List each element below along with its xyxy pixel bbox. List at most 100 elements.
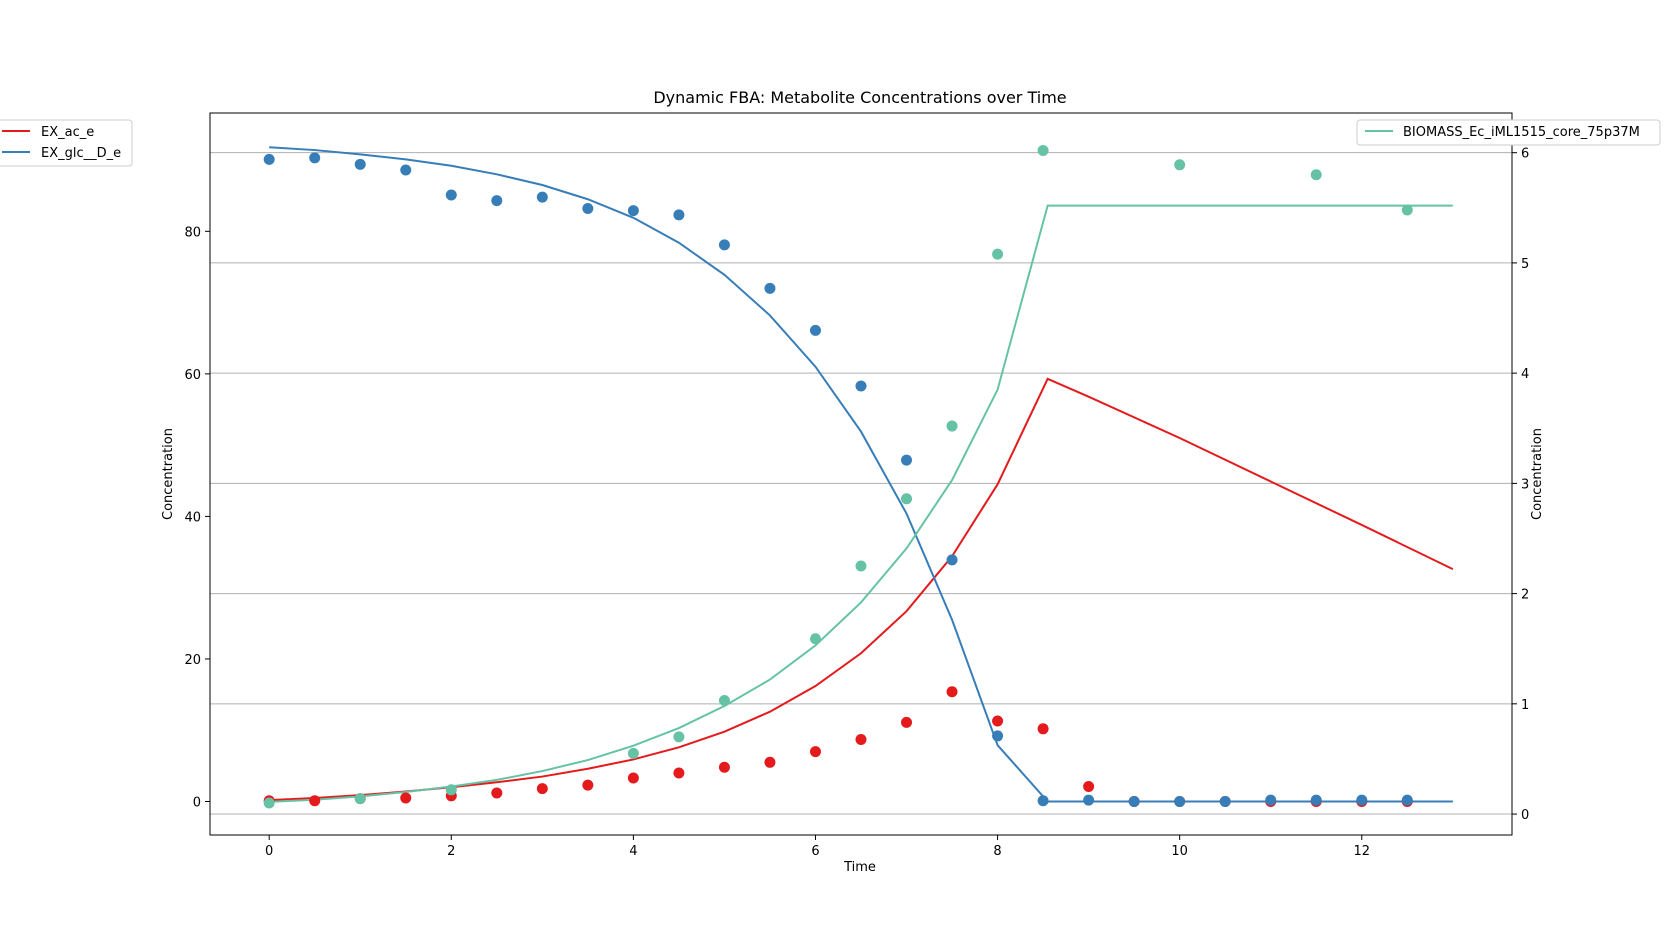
series-line-ex-glc-d-e [269, 146, 1453, 803]
data-point-ex-glc-d-e-17 [1037, 795, 1049, 807]
data-point-ex-ac-e-16 [992, 715, 1004, 727]
data-point-biomass-ec-iml1515-core-75p37m-9 [946, 420, 958, 432]
data-point-biomass-ec-iml1515-core-75p37m-3 [627, 747, 639, 759]
data-point-biomass-ec-iml1515-core-75p37m-14 [1401, 204, 1413, 216]
x-tick-label-4: 8 [993, 844, 1001, 859]
series-layer [263, 144, 1454, 809]
series-points-ex-glc-d-e [263, 152, 1413, 807]
x-axis-label: Time [843, 860, 876, 875]
data-point-biomass-ec-iml1515-core-75p37m-10 [992, 248, 1004, 260]
data-point-ex-glc-d-e-5 [491, 195, 503, 207]
data-point-ex-glc-d-e-6 [536, 191, 548, 203]
data-point-ex-ac-e-14 [901, 716, 913, 728]
data-point-ex-glc-d-e-8 [627, 205, 639, 217]
data-point-biomass-ec-iml1515-core-75p37m-6 [809, 633, 821, 645]
data-point-ex-glc-d-e-10 [718, 239, 730, 251]
legend-left-frame [0, 119, 133, 167]
data-point-ex-glc-d-e-4 [445, 189, 457, 201]
data-point-ex-glc-d-e-20 [1174, 796, 1186, 807]
data-point-ex-glc-d-e-2 [354, 158, 366, 170]
data-point-ex-ac-e-12 [809, 746, 821, 758]
data-point-ex-glc-d-e-14 [901, 454, 913, 466]
y-right-tick-label-1: 1 [1521, 698, 1529, 713]
y-left-axis-ticks: 0 20 40 60 80 [184, 225, 210, 811]
series-ex-glc-d-e [269, 146, 1453, 803]
data-point-ex-glc-d-e-7 [582, 203, 594, 215]
data-point-ex-ac-e-9 [673, 767, 685, 779]
data-point-ex-glc-d-e-23 [1310, 794, 1322, 806]
x-tick-label-6: 12 [1353, 844, 1370, 859]
grid [210, 152, 1512, 815]
data-point-ex-ac-e-3 [400, 792, 412, 804]
data-point-ex-glc-d-e-0 [263, 153, 275, 165]
series-biomass-ec-iml1515-core-75p37m [269, 204, 1453, 803]
data-point-biomass-ec-iml1515-core-75p37m-13 [1310, 169, 1322, 181]
data-point-ex-ac-e-18 [1083, 781, 1095, 793]
data-point-ex-glc-d-e-19 [1128, 796, 1140, 807]
data-point-ex-ac-e-8 [627, 772, 639, 784]
data-point-ex-ac-e-7 [582, 779, 594, 791]
data-point-biomass-ec-iml1515-core-75p37m-4 [673, 731, 685, 743]
data-point-ex-ac-e-15 [946, 686, 958, 698]
y-left-tick-label-2: 40 [184, 510, 201, 525]
legend-right: BIOMASS_Ec_iML1515_core_75p37M [1356, 119, 1661, 146]
data-point-ex-glc-d-e-9 [673, 209, 685, 221]
legend-label-ex-ac-e: EX_ac_e [41, 125, 94, 140]
legend-label-biomass: BIOMASS_Ec_iML1515_core_75p37M [1403, 125, 1640, 140]
y-left-axis-label: Concentration [161, 428, 176, 520]
data-point-ex-ac-e-5 [491, 787, 503, 799]
y-right-tick-label-2: 2 [1521, 588, 1529, 603]
data-point-ex-glc-d-e-18 [1083, 794, 1095, 806]
data-point-ex-ac-e-10 [718, 761, 730, 773]
y-left-tick-label-4: 80 [184, 225, 201, 240]
data-point-biomass-ec-iml1515-core-75p37m-2 [445, 784, 457, 796]
data-point-biomass-ec-iml1515-core-75p37m-0 [263, 797, 275, 809]
y-left-tick-label-1: 20 [184, 653, 201, 668]
data-point-ex-glc-d-e-24 [1356, 794, 1368, 806]
x-tick-label-2: 4 [629, 844, 637, 859]
legend-right-frame [1356, 119, 1661, 146]
y-right-axis-ticks: 0 1 2 3 4 5 6 [1512, 147, 1529, 823]
data-point-biomass-ec-iml1515-core-75p37m-12 [1174, 159, 1186, 171]
y-right-tick-label-6: 6 [1521, 147, 1529, 162]
plot-frame [209, 112, 1513, 836]
data-point-ex-glc-d-e-16 [992, 730, 1004, 742]
x-tick-label-5: 10 [1171, 844, 1188, 859]
legend-label-ex-glc-d-e: EX_glc__D_e [41, 146, 121, 161]
data-point-ex-glc-d-e-1 [309, 152, 321, 164]
y-right-tick-label-4: 4 [1521, 367, 1529, 382]
data-point-ex-ac-e-11 [764, 756, 776, 768]
x-tick-label-1: 2 [447, 844, 455, 859]
y-right-tick-label-5: 5 [1521, 257, 1529, 272]
data-point-biomass-ec-iml1515-core-75p37m-1 [354, 793, 366, 805]
y-right-tick-label-3: 3 [1521, 477, 1529, 492]
y-right-axis-label: Concentration [1530, 428, 1545, 520]
data-point-ex-glc-d-e-3 [400, 164, 412, 176]
x-axis-ticks: 0 2 4 6 8 10 12 [265, 835, 1370, 859]
data-point-biomass-ec-iml1515-core-75p37m-5 [718, 695, 730, 707]
data-point-biomass-ec-iml1515-core-75p37m-7 [855, 560, 867, 572]
data-point-ex-glc-d-e-13 [855, 380, 867, 392]
data-point-ex-ac-e-13 [855, 733, 867, 745]
legend-left: EX_ac_e EX_glc__D_e [0, 119, 133, 167]
data-point-ex-glc-d-e-15 [946, 554, 958, 566]
data-point-ex-ac-e-17 [1037, 723, 1049, 735]
data-point-ex-glc-d-e-22 [1265, 794, 1277, 806]
data-point-ex-glc-d-e-21 [1219, 796, 1231, 807]
data-point-ex-glc-d-e-12 [809, 324, 821, 336]
y-left-tick-label-0: 0 [193, 796, 201, 811]
x-tick-label-0: 0 [265, 844, 273, 859]
data-point-biomass-ec-iml1515-core-75p37m-11 [1037, 144, 1049, 156]
y-right-tick-label-0: 0 [1521, 808, 1529, 823]
y-left-tick-label-3: 60 [184, 368, 201, 383]
data-point-ex-ac-e-6 [536, 783, 548, 795]
data-point-ex-ac-e-1 [309, 795, 321, 807]
data-point-ex-glc-d-e-11 [764, 282, 776, 294]
series-points-biomass-ec-iml1515-core-75p37m [263, 144, 1413, 809]
x-tick-label-3: 6 [811, 844, 819, 859]
data-point-biomass-ec-iml1515-core-75p37m-8 [901, 493, 913, 505]
data-point-ex-glc-d-e-25 [1401, 794, 1413, 806]
chart-title: Dynamic FBA: Metabolite Concentrations o… [653, 88, 1066, 107]
series-line-biomass-ec-iml1515-core-75p37m [269, 204, 1453, 803]
